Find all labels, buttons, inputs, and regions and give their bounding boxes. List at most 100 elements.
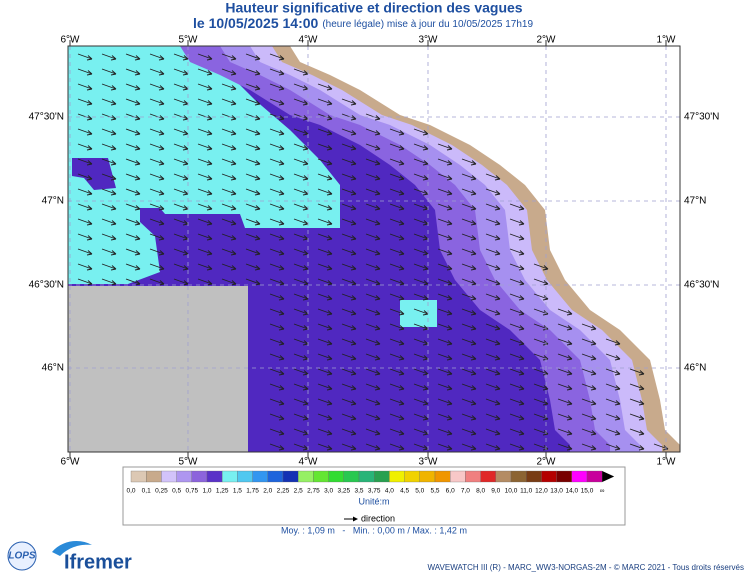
wave-arrow	[125, 233, 141, 241]
wave-arrow	[197, 83, 213, 91]
colorbar-label: 0,5	[172, 488, 181, 495]
wave-arrow	[317, 143, 333, 151]
wave-arrow	[221, 203, 237, 211]
cyan-patch	[400, 300, 437, 327]
wave-arrow	[341, 383, 357, 391]
wave-arrow	[317, 173, 333, 181]
wave-arrow	[341, 338, 357, 346]
wave-arrow	[101, 218, 117, 226]
stats: Moy. : 1,09 m - Min. : 0,00 m / Max. : 1…	[281, 525, 467, 535]
wave-arrow	[437, 203, 453, 211]
wave-arrow	[101, 158, 117, 166]
wave-arrow	[485, 383, 501, 391]
wave-arrow	[149, 218, 165, 226]
wave-arrow	[461, 368, 477, 376]
wave-arrow	[245, 128, 261, 136]
wave-arrow	[77, 203, 93, 211]
wave-arrow	[389, 158, 405, 166]
wave-arrow	[365, 203, 381, 211]
wave-arrow	[341, 308, 357, 316]
wave-arrow	[389, 428, 405, 436]
wave-arrow	[197, 113, 213, 121]
wave-arrow	[341, 248, 357, 256]
wave-arrow	[173, 188, 189, 196]
wave-arrow	[389, 248, 405, 256]
credits: WAVEWATCH III (R) - MARC_WW3-NORGAS-2M -…	[428, 563, 744, 572]
wave-arrow	[605, 383, 621, 391]
wave-arrow	[485, 368, 501, 376]
wave-arrow	[341, 233, 357, 241]
wave-arrow	[317, 158, 333, 166]
colorbar-label: 12,0	[535, 488, 548, 495]
wave-arrow	[125, 113, 141, 121]
wave-arrow	[389, 413, 405, 421]
wave-arrow	[269, 83, 285, 91]
wave-arrow	[125, 98, 141, 106]
wave-arrow	[101, 173, 117, 181]
wave-arrow	[365, 368, 381, 376]
wave-arrow	[461, 173, 477, 181]
wave-arrow	[317, 248, 333, 256]
wave-arrow	[437, 263, 453, 271]
coastal-bands	[180, 46, 680, 452]
wave-arrow	[125, 188, 141, 196]
colorbar-label: 0,25	[155, 488, 168, 495]
wave-arrow	[197, 188, 213, 196]
colorbar-label: 1,0	[202, 488, 211, 495]
wave-arrow	[413, 158, 429, 166]
wave-arrow	[413, 443, 429, 451]
colorbar-cell	[510, 470, 527, 483]
wave-arrow	[293, 233, 309, 241]
wave-arrow	[485, 428, 501, 436]
wave-arrow	[317, 83, 333, 91]
colorbar-cell	[298, 470, 314, 483]
lon-label: 2°W	[537, 35, 557, 46]
wave-arrow	[269, 413, 285, 421]
colorbar-label: 13,0	[550, 488, 563, 495]
wave-arrow	[389, 143, 405, 151]
wave-arrow	[245, 83, 261, 91]
wave-arrow	[293, 83, 309, 91]
wave-arrow	[509, 413, 525, 421]
wave-arrow	[77, 218, 93, 226]
colorbar-label: 5,5	[430, 488, 439, 495]
colorbar-label: 0,0	[126, 488, 135, 495]
wave-arrow	[317, 368, 333, 376]
wave-arrow	[509, 398, 525, 406]
wave-arrow	[509, 428, 525, 436]
wave-arrow	[341, 203, 357, 211]
wave-arrow	[365, 113, 381, 121]
wave-arrow	[77, 143, 93, 151]
wave-arrow	[509, 248, 525, 256]
wave-arrow	[365, 353, 381, 361]
colorbar-cell	[450, 470, 466, 483]
land	[290, 46, 680, 452]
lat-label: 46°N	[42, 363, 64, 374]
wave-arrow	[77, 68, 93, 76]
wave-arrow	[293, 263, 309, 271]
wave-arrow	[461, 293, 477, 301]
wave-arrow	[173, 218, 189, 226]
wave-arrow	[533, 383, 549, 391]
wave-arrow	[581, 353, 597, 361]
wave-arrow	[149, 263, 165, 271]
wave-arrow	[245, 233, 261, 241]
wave-arrow	[269, 338, 285, 346]
wave-arrow	[221, 98, 237, 106]
wave-arrow	[125, 203, 141, 211]
wave-arrow	[269, 113, 285, 121]
wave-arrow	[413, 203, 429, 211]
wave-arrow	[461, 428, 477, 436]
wave-arrow	[269, 398, 285, 406]
wave-arrow	[269, 308, 285, 316]
wave-arrow	[149, 173, 165, 181]
wave-arrow	[437, 158, 453, 166]
wave-arrow	[101, 143, 117, 151]
wave-arrow	[461, 188, 477, 196]
wave-arrow	[293, 173, 309, 181]
wave-arrow	[77, 173, 93, 181]
wave-arrow	[557, 353, 573, 361]
wave-arrow	[413, 173, 429, 181]
wave-arrow	[221, 233, 237, 241]
wave-arrow	[197, 203, 213, 211]
